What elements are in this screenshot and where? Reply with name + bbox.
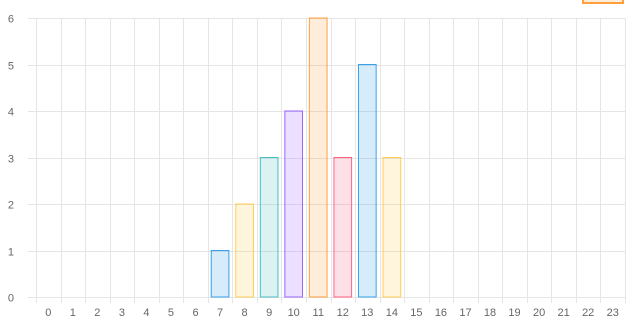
y-tick-label: 3 [8, 154, 14, 166]
x-tick-label: 21 [558, 307, 570, 319]
bar-13[interactable] [357, 64, 377, 298]
x-tick-label: 9 [266, 307, 272, 319]
bar-14[interactable] [382, 157, 402, 298]
bar-7[interactable] [210, 250, 230, 298]
x-tick-label: 2 [94, 307, 100, 319]
x-tick-label: 8 [242, 307, 248, 319]
x-tick-label: 7 [217, 307, 223, 319]
x-tick-label: 1 [70, 307, 76, 319]
x-tick-label: 22 [582, 307, 594, 319]
bar-11[interactable] [308, 17, 328, 298]
y-tick-label: 2 [8, 200, 14, 212]
y-tick-label: 1 [8, 247, 14, 259]
bars [210, 17, 402, 298]
x-tick-label: 13 [361, 307, 373, 319]
x-tick-label: 4 [143, 307, 149, 319]
y-axis-ticks: 0 1 2 3 4 5 6 [8, 14, 14, 305]
y-tick-label: 0 [8, 293, 14, 305]
y-tick-label: 4 [8, 107, 14, 119]
x-tick-label: 17 [459, 307, 471, 319]
legend-swatch[interactable] [582, 0, 624, 4]
x-tick-label: 16 [435, 307, 447, 319]
x-tick-label: 15 [410, 307, 422, 319]
x-tick-label: 3 [119, 307, 125, 319]
y-tick-label: 5 [8, 61, 14, 73]
x-tick-label: 5 [168, 307, 174, 319]
x-tick-label: 6 [192, 307, 198, 319]
bar-9[interactable] [259, 157, 279, 298]
x-tick-label: 12 [337, 307, 349, 319]
x-tick-label: 14 [386, 307, 398, 319]
x-tick-label: 19 [508, 307, 520, 319]
x-tick-label: 0 [45, 307, 51, 319]
bar-12[interactable] [333, 157, 353, 298]
grid-lines [28, 18, 626, 303]
x-tick-label: 23 [607, 307, 619, 319]
x-tick-label: 10 [288, 307, 300, 319]
bar-8[interactable] [235, 203, 254, 298]
x-tick-label: 18 [484, 307, 496, 319]
x-tick-label: 20 [533, 307, 545, 319]
x-axis-ticks: 0 1 2 3 4 5 6 7 8 9 10 11 12 13 14 15 16 17 18 19 20 21 22 23 [45, 307, 619, 319]
y-tick-label: 6 [8, 14, 14, 26]
x-tick-label: 11 [313, 307, 324, 319]
bar-10[interactable] [284, 110, 304, 298]
